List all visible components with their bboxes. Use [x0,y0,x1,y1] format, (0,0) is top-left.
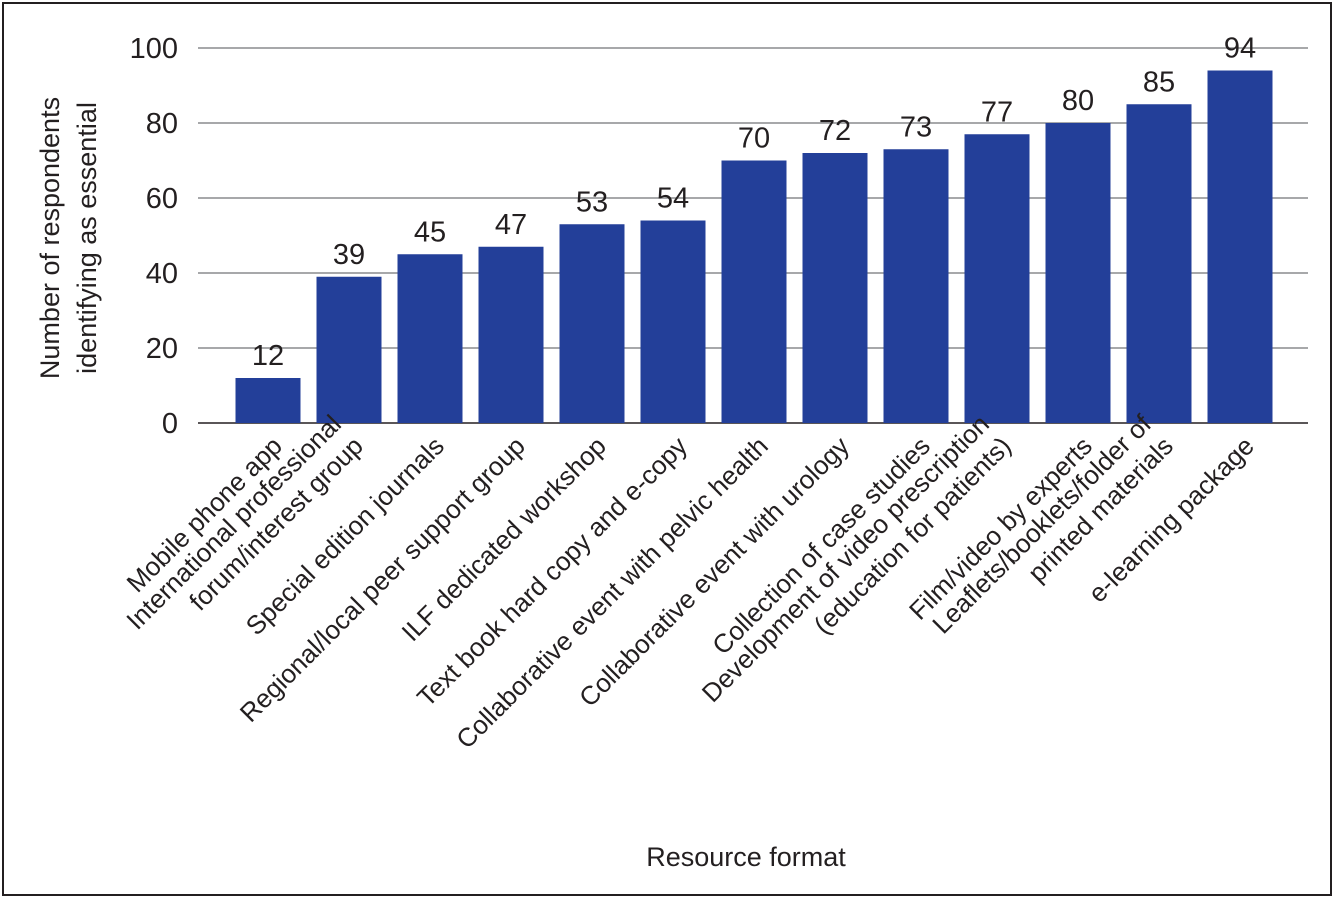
y-axis-ticks: 0 20 40 60 80 100 [130,33,178,440]
y-axis-title: Number of respondents identifying as esse… [35,97,102,379]
bar [559,224,625,423]
data-label: 70 [738,123,770,155]
y-tick-label: 0 [162,408,178,440]
x-category-line: International professional [120,409,347,636]
data-label: 85 [1143,66,1175,98]
x-axis-title: Resource format [646,842,846,872]
bar [640,220,706,423]
y-tick-label: 100 [130,33,178,65]
data-label: 53 [576,186,608,218]
data-label: 80 [1062,85,1094,117]
bar [1207,70,1273,423]
y-axis-title-line: identifying as essential [72,102,102,374]
data-label: 73 [900,111,932,143]
bar [478,246,544,423]
bar [316,276,382,423]
y-tick-label: 60 [146,183,178,215]
bar [1126,104,1192,423]
data-label: 77 [981,96,1013,128]
bar [721,160,787,423]
data-label: 47 [495,209,527,241]
y-tick-label: 80 [146,108,178,140]
data-labels: 12 39 45 47 53 54 70 72 73 77 80 85 94 [252,33,1256,373]
data-label: 94 [1224,33,1256,65]
bar [235,378,301,423]
y-axis-title-line: Number of respondents [35,97,65,379]
bar [964,134,1030,423]
data-label: 72 [819,115,851,147]
data-label: 39 [333,239,365,271]
bar [883,149,949,423]
data-label: 45 [414,216,446,248]
data-label: 12 [252,340,284,372]
bar [802,153,868,423]
bar [397,254,463,423]
bar [1045,123,1111,423]
data-label: 54 [657,183,689,215]
y-tick-label: 20 [146,333,178,365]
y-tick-label: 40 [146,258,178,290]
bars [235,70,1273,423]
